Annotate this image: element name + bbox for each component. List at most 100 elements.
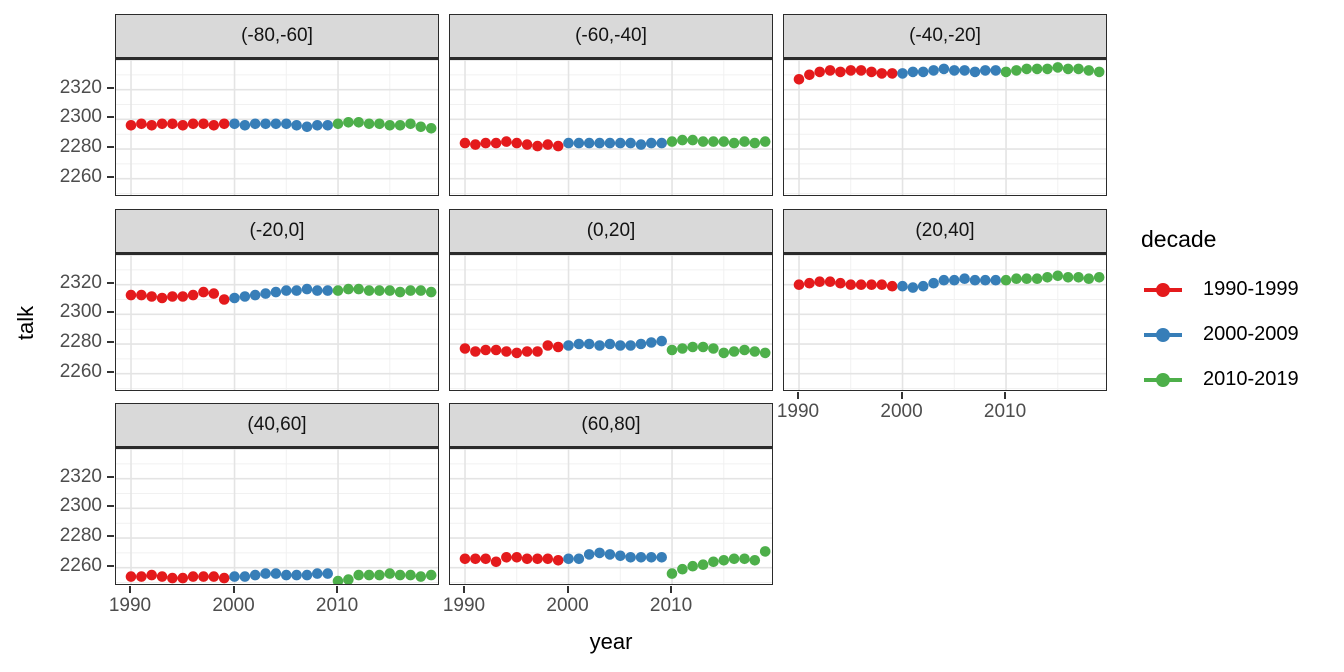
data-point [301,121,313,133]
data-point [635,552,647,563]
x-tick-mark [232,586,235,593]
data-point [749,137,761,149]
data-point [291,285,302,296]
y-tick-label: 2320 [59,271,102,293]
data-point [573,137,585,149]
data-point [697,341,709,353]
data-point [405,285,416,296]
data-point [198,286,209,298]
legend-entry-2010-2019: 2010-2019 [1141,357,1299,402]
data-point [928,65,939,76]
data-point [322,285,333,296]
data-point [1031,273,1043,284]
data-point [415,571,427,582]
y-tick-label: 2260 [59,165,102,187]
data-point [718,347,730,359]
data-point [146,569,157,581]
data-point [594,137,605,149]
data-point [291,569,302,581]
facet-strip-label: (0,20] [586,220,636,241]
data-point [697,136,709,147]
y-tick-label: 2280 [59,136,102,158]
legend-key-dot [1156,327,1170,342]
data-point [312,568,323,579]
data-point [697,559,709,570]
data-point [501,346,512,357]
data-point [218,294,230,305]
y-tick-label: 2320 [59,76,102,98]
data-point [208,571,220,582]
x-tick-mark [566,586,569,593]
data-point [855,65,867,76]
data-point [146,120,157,131]
data-point [281,569,292,581]
data-point [470,346,481,357]
data-point [666,344,678,356]
data-point [814,66,825,78]
data-point [229,118,240,130]
data-point [480,344,491,356]
y-tick-mark [107,116,114,119]
facet-strip: (-20,0] [115,209,439,253]
data-point [291,120,302,131]
data-point [394,569,406,581]
data-point [604,549,616,560]
data-point [480,553,491,565]
x-tick-mark [463,586,465,593]
data-point [229,292,240,304]
panel-canvas [116,60,438,195]
data-point [677,563,688,575]
data-point [425,123,437,134]
facet-strip: (0,20] [449,209,773,253]
data-point [949,65,960,76]
data-point [677,343,688,354]
data-point [625,137,636,149]
data-point [480,137,491,149]
data-point [312,285,323,296]
x-tick-label: 2000 [546,595,589,616]
data-point [1011,65,1022,76]
data-point [594,340,605,351]
data-point [1021,273,1032,284]
y-tick-label: 2300 [59,301,102,323]
facet-(-40,-20]: (-40,-20] [783,14,1107,196]
data-point [301,283,313,295]
data-point [804,69,815,81]
data-point [1042,63,1053,75]
data-point [167,291,178,302]
facet-(60,80]: (60,80] [449,403,773,585]
data-point [656,552,667,563]
data-point [824,65,836,76]
data-point [793,279,805,290]
data-point [343,283,354,295]
data-point [1062,63,1074,75]
y-tick-mark [107,281,114,284]
y-tick-mark [107,175,114,178]
data-point [687,560,698,572]
data-point [343,574,354,584]
data-point [384,120,396,131]
data-point [949,274,960,286]
data-point [490,556,502,568]
legend-key-dot [1156,282,1170,297]
data-point [656,335,667,347]
y-tick-label: 2280 [59,331,102,353]
data-point [739,344,750,356]
data-point [886,280,898,292]
facet-(-80,-60]: (-80,-60] [115,14,439,196]
data-point [907,282,919,293]
data-point [1093,272,1105,283]
data-point [260,288,271,299]
data-point [793,74,805,85]
data-point [573,553,585,565]
data-point [907,66,919,78]
data-point [583,338,595,350]
data-point [718,555,730,566]
data-point [332,285,344,296]
y-tick-label: 2260 [59,360,102,382]
data-point [270,568,282,579]
data-point [635,338,647,350]
data-point [563,553,574,565]
x-tick-label: 2010 [983,401,1027,422]
data-point [959,65,970,76]
